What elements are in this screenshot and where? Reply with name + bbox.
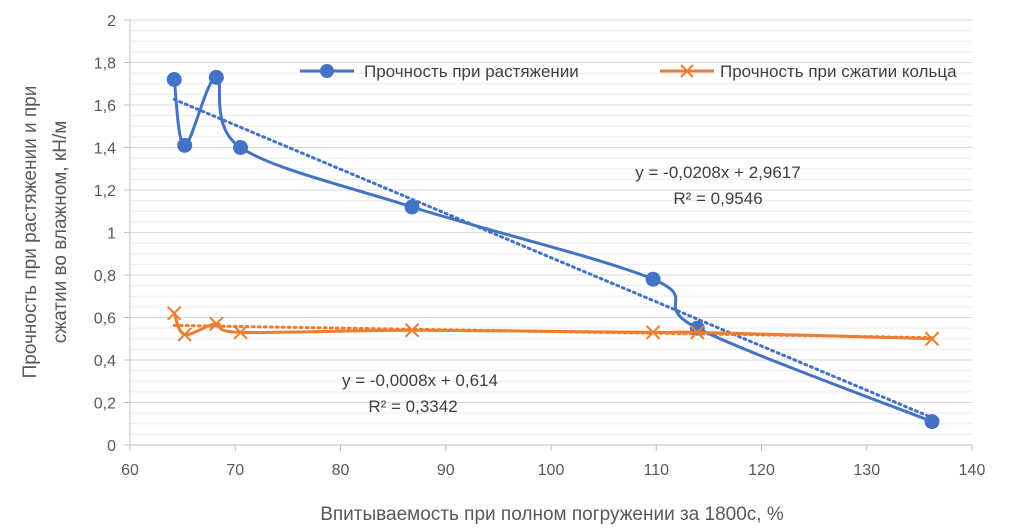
y-tick-label: 1 [107, 226, 116, 243]
ring-data-point [177, 327, 192, 342]
y-axis-title: Прочность при растяжении и при сжатии во… [20, 86, 71, 379]
tensile-data-point [177, 137, 193, 153]
tensile-trend-equation: y = -0,0208x + 2,9617 [635, 163, 800, 182]
legend-label-tensile: Прочность при растяжении [364, 62, 579, 81]
axes: 0 0,2 0,4 0,6 0,8 1 1,2 1,4 1,6 1,8 2 60 70 80 90 100 11… [94, 13, 986, 479]
x-tick-label: 120 [748, 462, 775, 479]
data-series [166, 69, 940, 430]
x-tick-label: 90 [437, 462, 455, 479]
x-tick-label: 70 [226, 462, 244, 479]
tensile-data-point [404, 199, 420, 215]
y-tick-label: 0,4 [94, 353, 116, 370]
x-tick-label: 60 [121, 462, 139, 479]
legend-marker-tensile [320, 64, 334, 78]
ring-data-point [645, 325, 661, 340]
y-tick-label: 1,8 [94, 56, 116, 73]
x-tick-label: 130 [853, 462, 880, 479]
x-tick-label: 140 [959, 462, 986, 479]
x-tick-label: 110 [643, 462, 669, 479]
y-tick-label: 0 [107, 438, 116, 455]
tensile-data-point [233, 140, 249, 155]
y-tick-label: 1,2 [94, 183, 116, 200]
tensile-trendline [172, 97, 934, 420]
legend: Прочность при растяжении Прочность при с… [300, 62, 957, 81]
y-tick-label: 2 [107, 13, 116, 30]
tensile-data-point [166, 72, 182, 87]
x-tick-label: 80 [332, 462, 350, 479]
y-tick-label: 1,4 [94, 141, 116, 158]
tensile-data-point [645, 271, 661, 287]
ring-data-point [209, 316, 224, 332]
tensile-data-point [208, 69, 224, 85]
ring-data-point [166, 306, 182, 321]
ring-series-line [172, 312, 933, 341]
ring-data-point [404, 323, 420, 338]
trendline-annotations: y = -0,0208x + 2,9617 R² = 0,9546 y = -0… [342, 163, 801, 416]
x-axis-title: Впитываемость при полном погружении за 1… [320, 504, 784, 525]
legend-label-ring: Прочность при сжатии кольца [720, 62, 957, 81]
y-tick-label: 0,8 [94, 268, 116, 285]
tensile-data-point [924, 414, 940, 430]
y-tick-label: 0,6 [94, 311, 116, 328]
ring-data-point [924, 331, 940, 346]
ring-data-point [690, 325, 705, 340]
x-tick-label: 100 [538, 462, 565, 479]
ring-data-point [233, 325, 248, 340]
y-tick-label: 1,6 [94, 98, 116, 115]
y-axis-title-line2: сжатии во влажном, кН/м [50, 121, 71, 344]
legend-marker-ring [680, 64, 694, 78]
ring-trend-r2: R² = 0,3342 [368, 397, 457, 416]
tensile-trend-r2: R² = 0,9546 [673, 189, 762, 208]
y-axis-title-line1: Прочность при растяжении и при [20, 86, 41, 379]
ring-trend-equation: y = -0,0008x + 0,614 [342, 371, 498, 390]
y-tick-label: 0,2 [94, 396, 116, 413]
